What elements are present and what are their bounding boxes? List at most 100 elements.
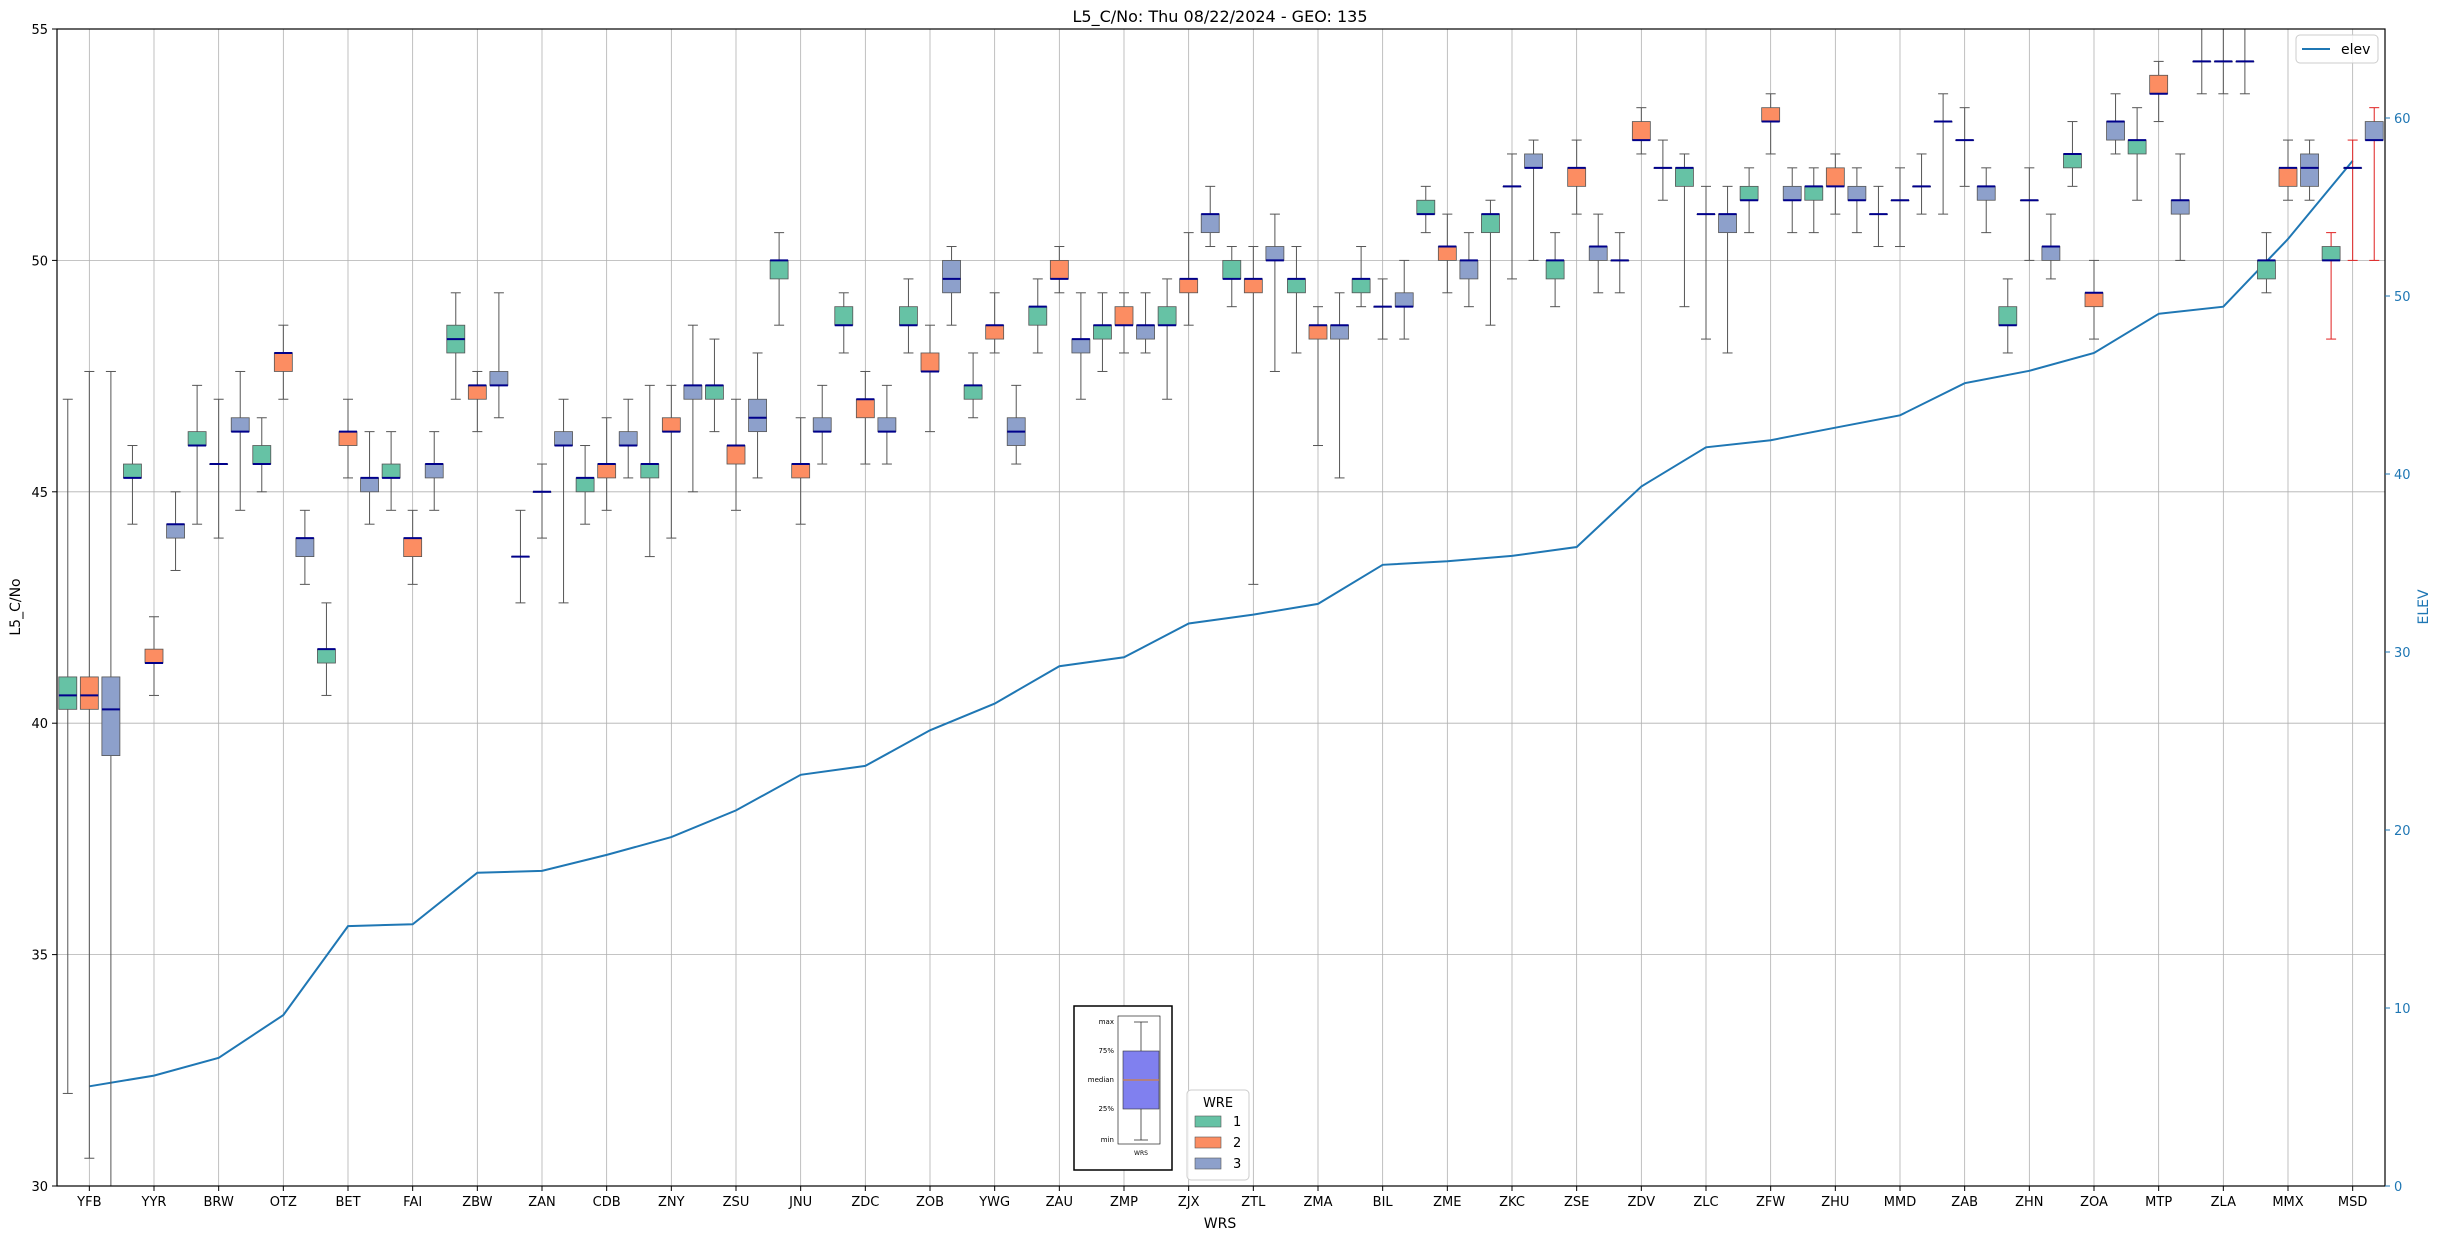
wre-legend-label-1: 1	[1233, 1115, 1241, 1130]
box-iqr	[1588, 246, 1608, 261]
box-wre-1	[1416, 185, 1436, 234]
box-iqr	[1330, 324, 1349, 340]
y2-tick-label: 60	[2394, 112, 2411, 127]
box-wre-1	[1287, 246, 1306, 354]
box-iqr	[1394, 292, 1414, 308]
x-tick-label: ZKC	[1499, 1195, 1525, 1210]
box-iqr	[144, 648, 164, 664]
x-tick-label: ZDV	[1628, 1195, 1656, 1210]
box-wre-1	[575, 445, 595, 525]
box-wre-1	[511, 509, 530, 604]
box-iqr	[1351, 278, 1371, 294]
box-wre-1	[1222, 246, 1242, 308]
x-tick-label: ZMP	[1110, 1195, 1138, 1210]
box-wre-3	[1136, 292, 1155, 354]
box-iqr	[1782, 185, 1802, 201]
box-iqr	[2127, 139, 2147, 155]
box-wre-3	[166, 491, 185, 571]
box-wre-2	[1567, 139, 1587, 215]
box-wre-3	[2235, 28, 2255, 95]
box-wre-1	[381, 431, 401, 511]
box-iqr	[2300, 153, 2319, 187]
box-wre-2	[791, 417, 811, 525]
box-iqr	[424, 463, 444, 479]
box-wre-3	[424, 431, 444, 511]
box-wre-1	[1157, 278, 1177, 400]
box-iqr	[1308, 324, 1328, 340]
box-wre-3	[748, 352, 767, 479]
box-wre-1	[834, 292, 854, 354]
x-tick-label: MMX	[2272, 1195, 2303, 1210]
box-iqr	[1675, 167, 1694, 187]
elev-legend-frame	[2295, 34, 2379, 64]
box-wre-3	[1847, 167, 1867, 234]
box-iqr	[1481, 213, 1500, 234]
box-iqr	[855, 398, 875, 419]
box-iqr	[640, 463, 660, 479]
box-wre-1	[1028, 278, 1048, 354]
wre-legend-swatch-2	[1194, 1136, 1222, 1149]
elev-layer	[89, 160, 2354, 1088]
box-iqr	[2063, 153, 2082, 169]
box-wre-1	[1093, 292, 1112, 372]
box-wre-3	[2364, 107, 2384, 261]
box-wre-1	[769, 232, 789, 326]
box-iqr	[2170, 199, 2190, 215]
box-wre-1	[1610, 232, 1630, 294]
x-tick-label: ZAN	[528, 1195, 556, 1210]
grid-layer	[57, 28, 2385, 1187]
x-tick-label: ZAB	[1951, 1195, 1978, 1210]
box-iqr	[2041, 246, 2061, 261]
box-iqr	[1998, 306, 2018, 326]
box-wre-3	[1782, 167, 1802, 234]
y2-axis-label: ELEV	[2416, 589, 2432, 624]
x-tick-label: ZHU	[1821, 1195, 1849, 1210]
wre-legend-swatch-3	[1194, 1157, 1222, 1170]
box-iqr	[1200, 213, 1220, 234]
x-tick-label: ZSU	[723, 1195, 750, 1210]
box-wre-2	[338, 398, 358, 479]
x-tick-label: OTZ	[270, 1195, 297, 1210]
box-wre-2	[1049, 246, 1069, 294]
box-iqr	[1761, 107, 1781, 122]
x-tick-label: ZJX	[1178, 1195, 1200, 1210]
box-iqr	[1437, 246, 1457, 261]
x-tick-label: BRW	[204, 1195, 234, 1210]
box-wre-3	[942, 246, 961, 326]
box-iqr	[2106, 121, 2125, 141]
box-iqr	[1243, 278, 1263, 294]
x-tick-label: ZME	[1433, 1195, 1461, 1210]
box-iqr	[1157, 306, 1177, 326]
x-tick-label: CDB	[593, 1195, 621, 1210]
box-iqr	[2278, 167, 2298, 187]
box-iqr	[942, 259, 961, 294]
box-wre-2	[661, 384, 681, 539]
box-wre-1	[1545, 232, 1565, 308]
box-wre-3	[1718, 185, 1737, 354]
x-tick-label: YFB	[76, 1195, 101, 1210]
box-wre-3	[1912, 153, 1931, 215]
box-iqr	[1028, 306, 1048, 326]
y2-tick-label: 30	[2394, 646, 2411, 661]
box-wre-3	[1459, 232, 1479, 308]
box-wre-2	[144, 616, 164, 696]
x-tick-label: ZBW	[462, 1195, 492, 1210]
x-tick-label: ZTL	[1241, 1195, 1266, 1210]
x-tick-label: ZSE	[1564, 1195, 1589, 1210]
box-wre-2	[1373, 278, 1393, 340]
y2-tick-label: 40	[2394, 468, 2411, 483]
box-wre-1	[446, 292, 466, 400]
inset-label-25: 25%	[1098, 1105, 1114, 1113]
box-wre-2	[1114, 292, 1134, 354]
box-wre-2	[2213, 28, 2233, 95]
box-iqr	[899, 306, 918, 326]
box-wre-3	[683, 324, 703, 493]
y-tick-label: 35	[31, 949, 48, 964]
box-wre-1	[317, 602, 336, 696]
box-iqr	[812, 417, 832, 433]
box-iqr	[920, 352, 940, 372]
box-iqr	[1222, 259, 1242, 280]
box-wre-3	[1976, 167, 1996, 234]
box-wre-3	[877, 384, 897, 465]
box-iqr	[748, 398, 767, 433]
